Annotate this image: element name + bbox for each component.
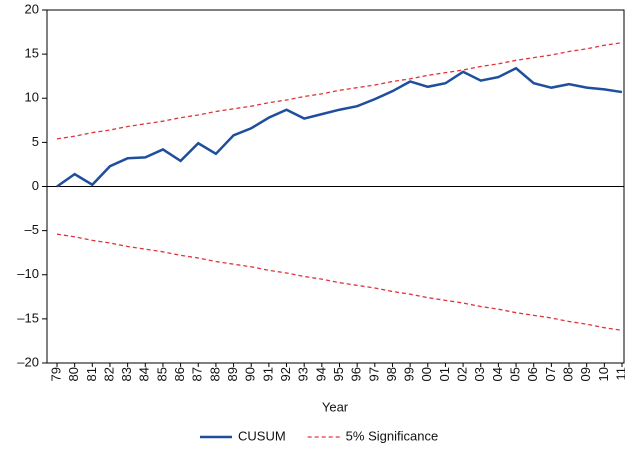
x-tick-label: 09 bbox=[578, 367, 593, 381]
y-tick-label: 10 bbox=[25, 90, 39, 105]
x-tick-label: 05 bbox=[508, 367, 523, 381]
x-tick-label: 99 bbox=[402, 367, 417, 381]
series-line bbox=[56, 233, 623, 331]
x-tick-label: 94 bbox=[313, 367, 328, 381]
x-tick-label: 07 bbox=[543, 367, 558, 381]
y-tick-label: –5 bbox=[25, 222, 39, 237]
x-tick-label: 00 bbox=[419, 367, 434, 381]
legend-label: CUSUM bbox=[238, 428, 286, 443]
y-tick-label: –20 bbox=[17, 354, 39, 369]
y-tick-label: 5 bbox=[32, 134, 39, 149]
series-line bbox=[56, 42, 623, 140]
y-tick-label: 0 bbox=[32, 178, 39, 193]
x-tick-label: 95 bbox=[331, 367, 346, 381]
y-tick-label: 20 bbox=[25, 1, 39, 16]
x-tick-label: 88 bbox=[207, 367, 222, 381]
x-tick-label: 82 bbox=[101, 367, 116, 381]
x-tick-label: 06 bbox=[525, 367, 540, 381]
y-tick-label: –10 bbox=[17, 266, 39, 281]
legend-label: 5% Significance bbox=[346, 428, 439, 443]
x-tick-label: 11 bbox=[613, 367, 625, 381]
x-tick-label: 83 bbox=[119, 367, 134, 381]
x-tick-label: 98 bbox=[384, 367, 399, 381]
x-tick-label: 10 bbox=[596, 367, 611, 381]
x-tick-label: 03 bbox=[472, 367, 487, 381]
x-tick-label: 80 bbox=[66, 367, 81, 381]
x-tick-label: 93 bbox=[296, 367, 311, 381]
x-tick-label: 08 bbox=[560, 367, 575, 381]
x-tick-label: 87 bbox=[190, 367, 205, 381]
x-tick-label: 91 bbox=[260, 367, 275, 381]
x-tick-label: 02 bbox=[455, 367, 470, 381]
x-tick-label: 89 bbox=[225, 367, 240, 381]
x-tick-label: 90 bbox=[243, 367, 258, 381]
y-tick-label: –15 bbox=[17, 310, 39, 325]
x-tick-label: 79 bbox=[48, 367, 63, 381]
x-axis-title: Year bbox=[322, 399, 349, 414]
x-tick-label: 97 bbox=[366, 367, 381, 381]
y-tick-label: 15 bbox=[25, 46, 39, 61]
x-tick-label: 96 bbox=[349, 367, 364, 381]
x-tick-label: 04 bbox=[490, 367, 505, 381]
x-tick-label: 85 bbox=[154, 367, 169, 381]
x-tick-label: 81 bbox=[84, 367, 99, 381]
x-tick-label: 01 bbox=[437, 367, 452, 381]
x-tick-label: 84 bbox=[137, 367, 152, 381]
series-line bbox=[56, 66, 623, 188]
x-tick-label: 92 bbox=[278, 367, 293, 381]
x-tick-label: 86 bbox=[172, 367, 187, 381]
